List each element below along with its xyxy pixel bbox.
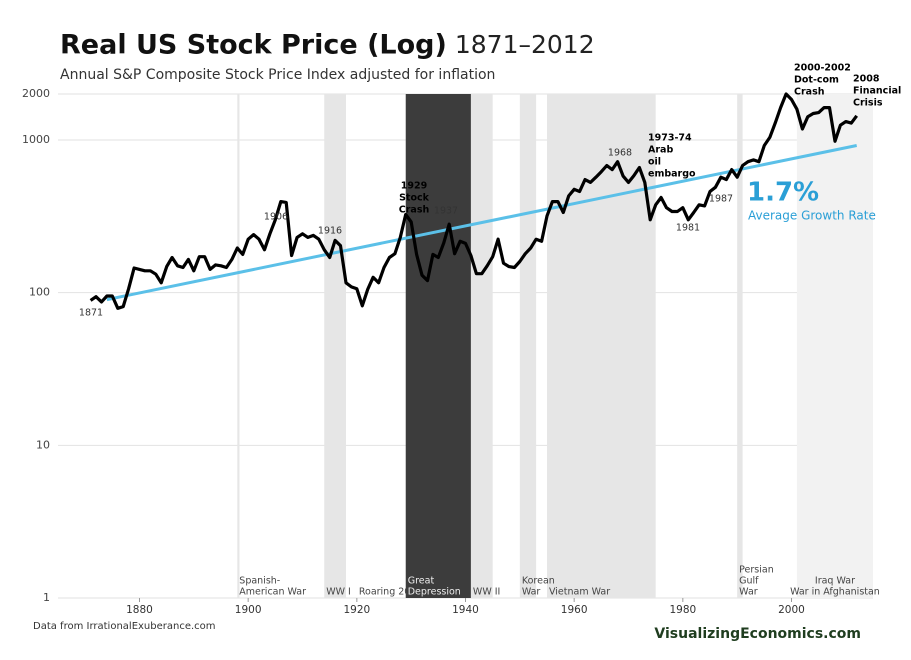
y-tick-label: 10: [36, 438, 50, 451]
annotation: Stock: [399, 193, 430, 204]
annotation: 1968: [608, 148, 632, 159]
annotation: Dot-com: [794, 75, 839, 86]
annotation: 1906: [264, 212, 288, 223]
period-label: Iraq War: [815, 576, 855, 587]
annotation: Crash: [399, 205, 430, 216]
annotation: 1987: [709, 194, 733, 205]
period-band: [796, 94, 873, 598]
period-band: [237, 94, 240, 598]
period-band: [547, 94, 656, 598]
trend-label: Average Growth Rate: [748, 209, 876, 223]
period-label: War in Afghanistan: [790, 587, 880, 598]
x-tick-label: 1900: [235, 604, 262, 616]
x-tick-label: 1880: [126, 604, 153, 616]
annotation: Financial: [853, 86, 901, 97]
period-label: Great: [408, 576, 435, 587]
period-label: Spanish-: [239, 576, 280, 587]
x-tick-label: 1960: [561, 604, 588, 616]
x-tick-label: 1980: [669, 604, 696, 616]
period-label: American War: [239, 587, 306, 598]
trend-rate: 1.7%: [747, 178, 819, 208]
period-band: [470, 94, 493, 598]
period-label: War: [739, 587, 758, 598]
annotation: 1981: [676, 223, 700, 234]
annotation: 2000-2002: [794, 63, 851, 74]
period-label: Roaring 20s: [359, 587, 416, 598]
annotation: 1916: [318, 226, 342, 237]
y-tick-label: 1: [43, 591, 50, 604]
annotation: 1929: [401, 181, 427, 192]
period-label: Korean: [522, 576, 555, 587]
period-band: [324, 94, 346, 598]
x-tick-label: 2000: [778, 604, 805, 616]
chart-subtitle: Annual S&P Composite Stock Price Index a…: [60, 67, 495, 83]
annotation: Crisis: [853, 98, 883, 109]
annotation: oil: [648, 157, 661, 168]
annotation: Arab: [648, 145, 673, 156]
annotation: 2008: [853, 74, 880, 85]
period-label: WW I: [326, 587, 351, 598]
period-band: [405, 94, 471, 598]
period-label: Vietnam War: [549, 587, 610, 598]
annotation: Crash: [794, 87, 825, 98]
annotation: 1871: [79, 308, 103, 319]
chart-title: Real US Stock Price (Log): [60, 30, 447, 61]
chart-title-range: 1871–2012: [455, 30, 595, 59]
y-tick-label: 100: [29, 286, 50, 299]
annotation: embargo: [648, 169, 696, 180]
annotation: 1973-74: [648, 133, 692, 144]
period-label: Gulf: [739, 576, 759, 587]
period-label: Depression: [408, 587, 461, 598]
brand: VisualizingEconomics.com: [654, 626, 861, 642]
annotation: 1937: [434, 206, 458, 217]
y-tick-label: 1000: [22, 133, 50, 146]
data-line: [89, 92, 858, 310]
source-note: Data from IrrationalExuberance.com: [33, 621, 216, 632]
period-band: [737, 94, 743, 598]
period-label: War: [522, 587, 541, 598]
x-tick-label: 1940: [452, 604, 479, 616]
period-band: [519, 94, 537, 598]
period-label: Persian: [739, 565, 774, 576]
y-tick-label: 2000: [22, 87, 50, 100]
period-label: WW II: [473, 587, 500, 598]
x-tick-label: 1920: [343, 604, 370, 616]
